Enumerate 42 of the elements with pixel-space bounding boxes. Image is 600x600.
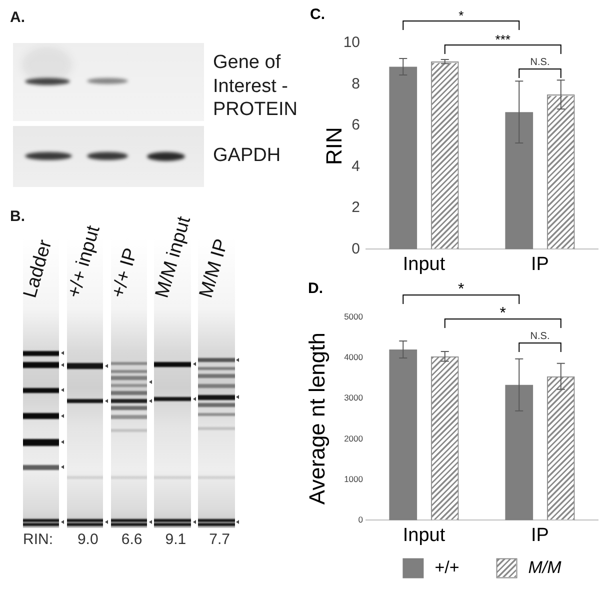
annotation: N.S. [530, 57, 550, 68]
x-tick-label: Input [402, 524, 446, 546]
text: RIN: [23, 531, 53, 549]
text: 6.6 [120, 531, 144, 549]
legend-label: +/+ [434, 558, 460, 577]
text: * [458, 281, 464, 298]
y-tick-label: 6 [352, 116, 360, 134]
y-tick-label: 1000 [344, 474, 364, 484]
category-label: Ladder [20, 238, 56, 300]
y-tick-label: 2 [352, 199, 360, 216]
x-tick-label: Input [402, 254, 446, 275]
x-tick-label: IP [531, 524, 549, 546]
text: GAPDH [213, 144, 282, 168]
y-tick-label: 0 [358, 514, 364, 525]
text: * [458, 8, 464, 23]
y-tick-label: 3000 [344, 392, 364, 403]
y-tick-label: 8 [352, 75, 360, 92]
text: 9.0 [76, 531, 100, 549]
chart-title: C. [310, 6, 325, 24]
annotation: *** [495, 32, 510, 47]
y-tick-label: 5000 [344, 311, 364, 322]
y-tick-label: 0 [352, 240, 360, 258]
y-axis-title: Average nt length [304, 332, 330, 505]
text: 9.1 [164, 531, 188, 549]
text: B. [10, 208, 25, 225]
annotation: * [500, 305, 506, 322]
category-label: M/M IP [195, 236, 232, 300]
y-tick-label: 10 [343, 34, 360, 52]
chart-title: D. [308, 280, 323, 298]
text: A. [10, 9, 25, 26]
legend-label: M/M [528, 558, 562, 577]
x-tick-label: IP [531, 254, 549, 275]
category-label: M/M input [151, 214, 195, 300]
text: 7.7 [208, 531, 232, 549]
y-tick-label: 2000 [344, 433, 364, 444]
category-label: +/+ input [64, 223, 104, 300]
text: Gene of Interest - PROTEIN [213, 51, 298, 122]
y-tick-label: 4 [352, 158, 360, 175]
annotation: N.S. [530, 331, 550, 342]
y-axis-title: RIN [321, 127, 346, 166]
y-tick-label: 4000 [344, 352, 364, 362]
category-label: +/+ IP [108, 246, 142, 300]
